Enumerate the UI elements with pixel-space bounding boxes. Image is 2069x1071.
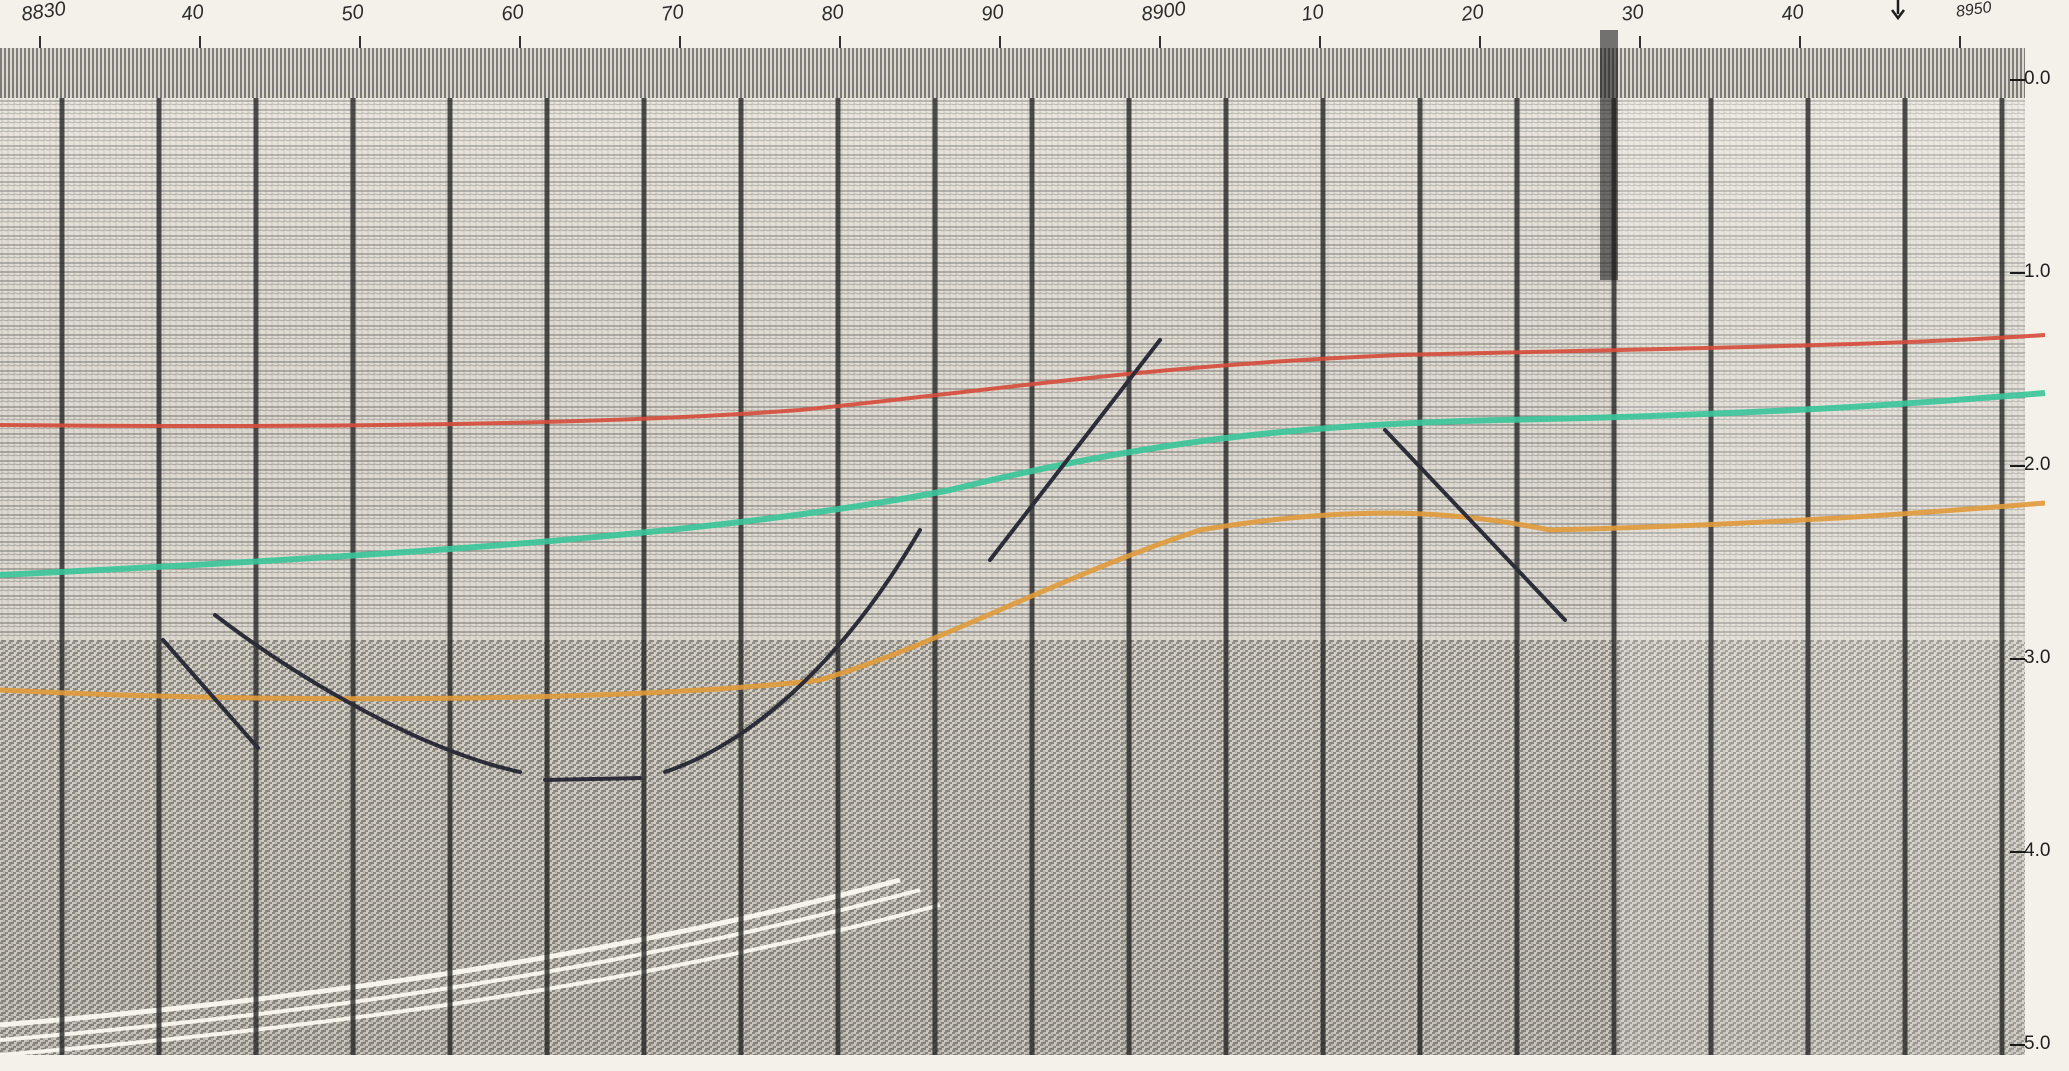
time-label: 5.0 <box>2024 1033 2051 1054</box>
time-label: 3.0 <box>2024 647 2051 668</box>
time-axis-ticks <box>2010 79 2025 1046</box>
cdp-label: 40 <box>180 0 206 26</box>
time-label: 0.0 <box>2024 68 2051 89</box>
horizon-orange <box>0 500 2046 702</box>
cdp-label: 50 <box>340 0 366 26</box>
cdp-label: 70 <box>660 0 686 26</box>
horizon-red <box>0 333 2046 429</box>
cdp-label: 20 <box>1460 0 1486 26</box>
cdp-label: 90 <box>980 0 1006 26</box>
fault-interpretations <box>161 338 1567 782</box>
horizon-green <box>0 390 2046 578</box>
top-arrow-icon <box>1891 0 1905 21</box>
cdp-label: 10 <box>1300 0 1326 26</box>
vertical-marker-lines <box>39 36 2005 1055</box>
cdp-label: 30 <box>1620 0 1646 26</box>
time-label: 1.0 <box>2024 261 2051 282</box>
time-label: 4.0 <box>2024 840 2051 861</box>
cdp-label: 40 <box>1780 0 1806 26</box>
time-label: 2.0 <box>2024 454 2051 475</box>
cdp-label: 60 <box>500 0 526 26</box>
cdp-label: 80 <box>820 0 846 26</box>
